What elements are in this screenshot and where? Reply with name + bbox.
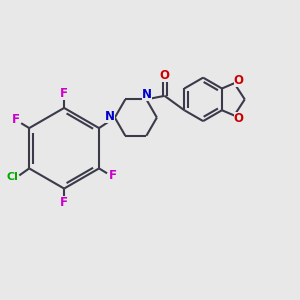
Text: N: N xyxy=(105,110,115,123)
Text: O: O xyxy=(160,69,170,82)
Text: O: O xyxy=(234,74,244,87)
Text: F: F xyxy=(60,87,68,101)
Text: F: F xyxy=(12,113,20,126)
Text: F: F xyxy=(60,196,68,209)
Text: F: F xyxy=(109,169,117,182)
Text: Cl: Cl xyxy=(6,172,18,182)
Text: O: O xyxy=(234,112,244,125)
Text: N: N xyxy=(142,88,152,101)
